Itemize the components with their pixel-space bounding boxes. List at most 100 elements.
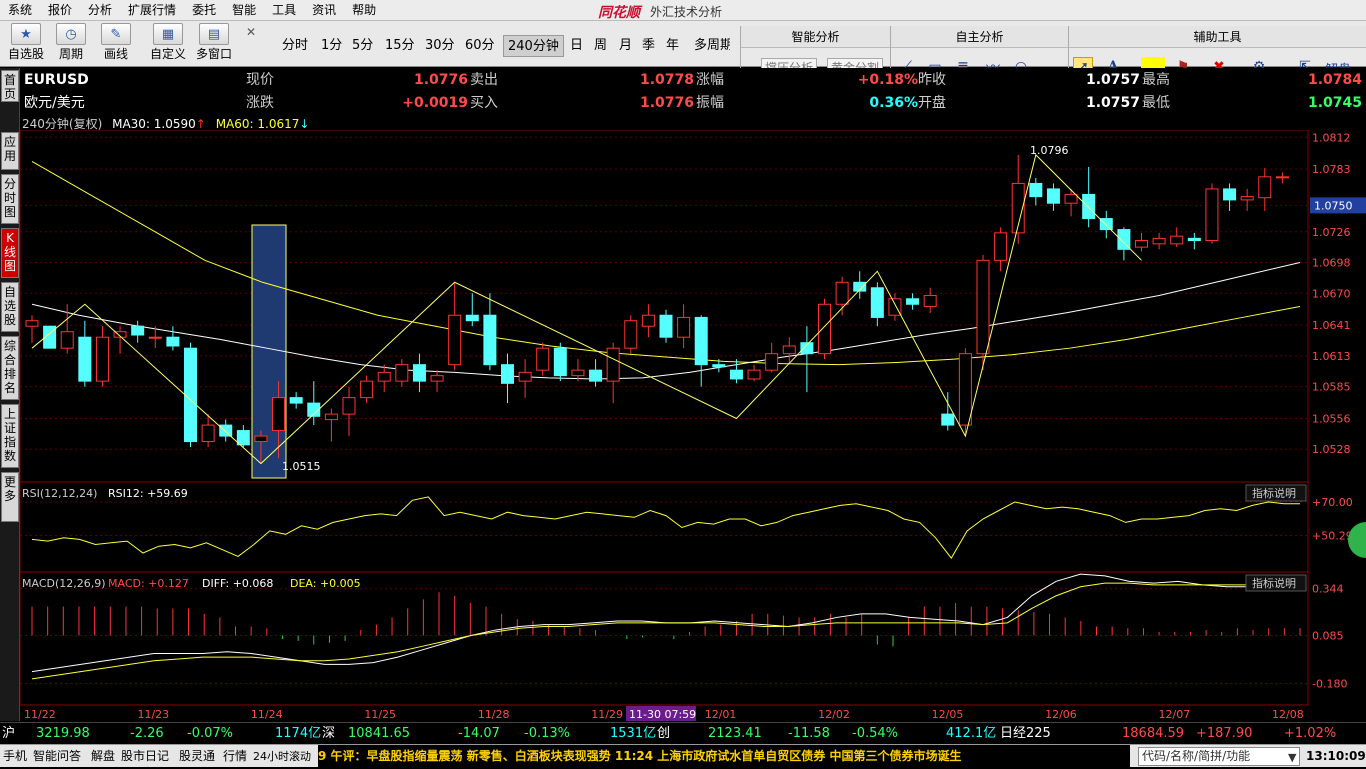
price-tick: 1.0641 [1312,319,1351,332]
menu-order[interactable]: 委托 [192,2,217,17]
sidetab-watchlist[interactable]: 自选股 [1,282,19,332]
candle-body [1046,188,1060,204]
smart-analysis-title: 智能分析 [741,26,890,48]
candle-body [395,364,409,382]
current-price-label: 1.0750 [1314,199,1353,212]
candle-body [906,298,920,305]
price-tick: 1.0528 [1312,443,1351,456]
cy-value: 2123.41 [708,726,762,741]
high-annotation: 1.0796 [1030,144,1069,157]
period-day[interactable]: 日 [570,38,584,53]
line-tool-icon[interactable]: ⟋ [902,59,912,75]
candle-body [1223,188,1237,201]
candle-body [1258,176,1272,199]
text-tool-icon[interactable]: A [1107,59,1119,75]
period-15m[interactable]: 15分 [385,38,415,53]
sidetab-more[interactable]: 更多 [1,472,19,522]
aux-tools-title: 辅助工具 [1069,26,1366,48]
candle-body [1240,196,1254,201]
period-60m[interactable]: 60分 [465,38,495,53]
side-tabs: 首页 应用 分时图 K线图 自选股 综合排名 上证指数 更多 [0,68,20,721]
sidetab-apps[interactable]: 应用 [1,132,19,170]
value-sell: 1.0778 [639,72,694,88]
price-tick: 1.0613 [1312,350,1351,363]
custom-button[interactable]: ▦ 自定义 [150,23,186,65]
sidetab-kline[interactable]: K线图 [1,228,19,278]
menu-ext-quote[interactable]: 扩展行情 [128,2,177,17]
date-tick: 11/23 [137,708,169,721]
rsi-help-button[interactable] [1245,484,1307,502]
multi-window-button[interactable]: ▤ 多窗口 [196,23,232,65]
menu-smart[interactable]: 智能 [232,2,257,17]
export-icon[interactable]: ⇱ [1299,59,1311,75]
period-1m[interactable]: 1分 [321,38,343,53]
label-sell: 卖出 [470,72,498,88]
main-chart-legend: 240分钟(复权) MA30: 1.0590↑ MA60: 1.0617↓ [22,116,309,132]
sidetab-home[interactable]: 首页 [1,70,19,102]
period-multi[interactable]: 多周期 [694,38,730,53]
watchlist-button[interactable]: ★ 自选股 [8,23,44,65]
tab-24h-scroll[interactable]: 24小时滚动 [253,750,311,763]
candle-body [166,336,180,347]
menu-info[interactable]: 资讯 [312,2,337,17]
tab-quotes[interactable]: 行情 [223,749,248,763]
sidetab-ranking[interactable]: 综合排名 [1,336,19,400]
clock-icon: ◷ [56,23,86,45]
menu-system[interactable]: 系统 [8,2,33,17]
period-week[interactable]: 周 [594,38,608,53]
float-ball-icon[interactable] [1348,522,1366,558]
tab-jiepan[interactable]: 解盘 [91,749,116,763]
chevron-down-icon[interactable]: ▼ [1288,751,1297,764]
tab-gulingtong[interactable]: 股灵通 [179,749,216,763]
collapse-icon[interactable]: ✕ [246,25,257,39]
toolbar: ★ 自选股 ◷ 周期 ✎ 画线 ▦ 自定义 ▤ 多窗口 ✕ 分时 1分 5分 1… [0,21,1366,86]
tab-smart-qa[interactable]: 智能问答 [33,749,82,763]
draw-line-button[interactable]: ✎ 画线 [101,23,131,65]
sidetab-sh-index[interactable]: 上证指数 [1,404,19,468]
candle-body [641,314,655,327]
sh-value: 3219.98 [36,726,90,741]
code-search-input[interactable]: 代码/名称/简拼/功能 [1138,747,1300,766]
ma30-line [31,262,1301,380]
menu-quote[interactable]: 报价 [48,2,73,17]
delete-icon[interactable]: ✖ [1213,59,1225,75]
period-30m[interactable]: 30分 [425,38,455,53]
candle-body [800,342,814,355]
macd-help-button[interactable] [1245,574,1307,592]
price-tick: 1.0585 [1312,381,1351,394]
value-amp: +0.18% [857,72,918,88]
sz-amount: 1531亿 [610,726,657,741]
zigzag-path [31,153,1142,465]
menu-analysis[interactable]: 分析 [88,2,113,17]
candle-body [553,347,567,377]
candle-body [113,331,127,338]
chart-area[interactable]: 1.0812 1.0783 1.0750 1.0726 1.0698 1.0670 1.06… [20,130,1366,722]
sidetab-fenshi[interactable]: 分时图 [1,174,19,224]
candle-body [501,364,514,384]
channel-tool-icon[interactable]: ≣ [957,59,969,75]
period-button[interactable]: ◷ 周期 [56,23,86,65]
date-tick: 11/28 [478,708,510,721]
ma30-path [31,262,1301,380]
tab-mobile[interactable]: 手机 [3,749,28,763]
news-ticker[interactable]: 9 午评：早盘股指缩量震荡 新零售、白酒板块表现强势 11:24 上海市政府试水… [318,745,1130,768]
candle-body [1117,229,1131,250]
period-5m[interactable]: 5分 [352,38,374,53]
period-fenshi[interactable]: 分时 [282,38,309,53]
label-high: 最高 [1142,72,1170,88]
candle-body [606,347,620,382]
period-year[interactable]: 年 [666,38,680,53]
menu-help[interactable]: 帮助 [352,2,377,17]
date-tick: 12/06 [1045,708,1077,721]
period-season[interactable]: 季 [642,38,656,53]
quote-header: EURUSD 欧元/美元 现价 1.0776 卖出 1.0778 涨幅 +0.1… [20,68,1366,116]
candle-body [624,320,638,349]
cursor-date-box [626,706,696,721]
candle-body [236,430,250,446]
tab-diary[interactable]: 股市日记 [121,749,170,763]
period-240m[interactable]: 240分钟 [503,35,564,57]
macd-value: MACD: +0.127 [108,577,189,590]
period-month[interactable]: 月 [619,38,633,53]
candle-body [870,287,884,318]
menu-tools[interactable]: 工具 [272,2,297,17]
